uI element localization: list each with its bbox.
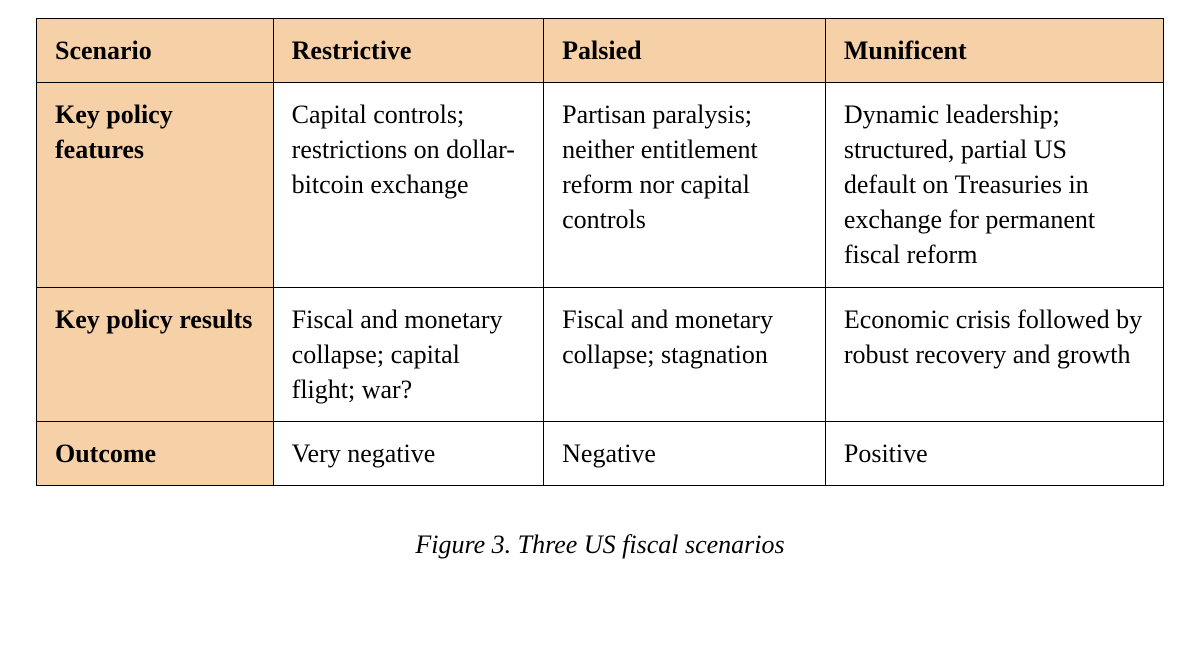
scenario-table: Scenario Restrictive Palsied Munificent …: [36, 18, 1164, 486]
figure-caption: Figure 3. Three US fiscal scenarios: [36, 530, 1164, 560]
col-header-palsied: Palsied: [544, 19, 826, 83]
table-row: Key policy results Fiscal and monetary c…: [37, 287, 1164, 421]
cell-features-munificent: Dynamic leadership; structured, partial …: [825, 83, 1163, 287]
row-header-results: Key policy results: [37, 287, 274, 421]
cell-outcome-munificent: Positive: [825, 421, 1163, 485]
row-header-features: Key policy features: [37, 83, 274, 287]
table-header-row: Scenario Restrictive Palsied Munificent: [37, 19, 1164, 83]
table-row: Outcome Very negative Negative Positive: [37, 421, 1164, 485]
cell-outcome-palsied: Negative: [544, 421, 826, 485]
col-header-munificent: Munificent: [825, 19, 1163, 83]
cell-results-restrictive: Fiscal and monetary collapse; capital fl…: [273, 287, 543, 421]
cell-results-munificent: Economic crisis followed by robust recov…: [825, 287, 1163, 421]
cell-features-restrictive: Capital controls; restrictions on dollar…: [273, 83, 543, 287]
cell-results-palsied: Fiscal and monetary collapse; stagnation: [544, 287, 826, 421]
col-header-restrictive: Restrictive: [273, 19, 543, 83]
page-container: Scenario Restrictive Palsied Munificent …: [0, 0, 1200, 560]
row-header-outcome: Outcome: [37, 421, 274, 485]
cell-features-palsied: Partisan paralysis; neither entitlement …: [544, 83, 826, 287]
cell-outcome-restrictive: Very negative: [273, 421, 543, 485]
table-row: Key policy features Capital controls; re…: [37, 83, 1164, 287]
col-header-scenario: Scenario: [37, 19, 274, 83]
